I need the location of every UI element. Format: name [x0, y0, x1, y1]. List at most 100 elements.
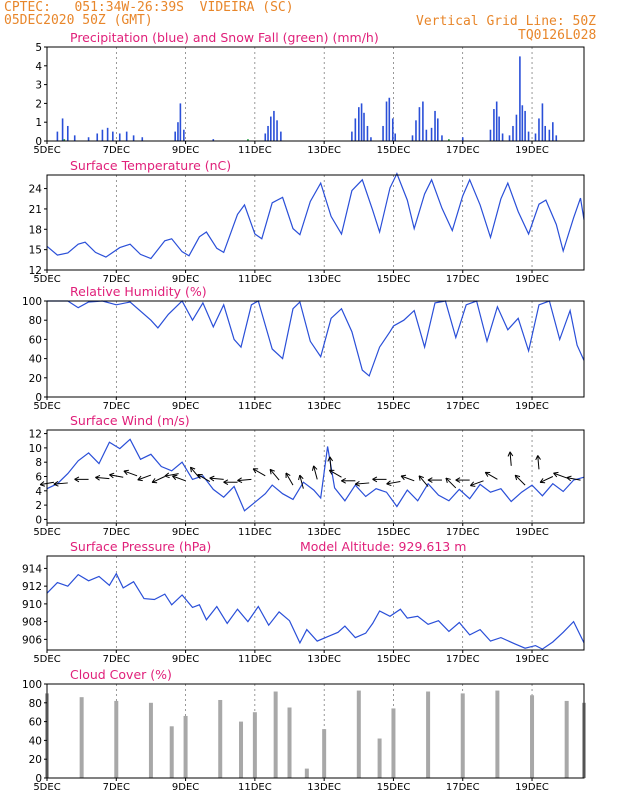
x-tick-label: 7DEC — [103, 654, 130, 665]
wind-arrow — [418, 475, 429, 487]
bar-mark — [106, 127, 109, 141]
y-tick-label: 0 — [35, 773, 42, 785]
bar-mark — [530, 695, 535, 778]
bar-mark — [264, 133, 267, 141]
x-tick-label: 5DEC — [33, 782, 60, 793]
y-tick-label: 10 — [29, 443, 42, 455]
bar-mark — [287, 707, 292, 778]
bar-mark — [448, 139, 450, 141]
bar-mark — [489, 129, 492, 141]
wind-arrow — [252, 468, 266, 477]
bar-mark — [498, 116, 500, 141]
bar-mark — [79, 697, 84, 778]
series-line — [47, 300, 585, 377]
bar-mark — [141, 137, 144, 141]
panel-title: Surface Pressure (hPa) — [70, 539, 211, 554]
bar-mark — [148, 702, 153, 778]
panel-title: Surface Wind (m/s) — [70, 413, 190, 428]
panel-0: 0 1 2 3 4 5 5DEC 7DEC 9DEC 11DEC 13DEC 15DEC 17DEC 19… — [33, 30, 585, 156]
y-tick-label: 80 — [29, 698, 42, 710]
bar-mark — [425, 129, 428, 141]
bar-mark — [179, 103, 182, 141]
bar-mark — [388, 97, 391, 141]
wind-arrow — [53, 480, 68, 487]
x-tick-label: 13DEC — [307, 401, 341, 412]
x-tick-label: 13DEC — [307, 782, 341, 793]
bar-mark — [276, 120, 278, 141]
bar-mark — [495, 101, 498, 141]
wind-arrow — [372, 476, 387, 483]
x-tick-label: 13DEC — [307, 274, 341, 285]
x-tick-label: 13DEC — [307, 527, 341, 538]
bar-mark — [461, 137, 464, 141]
bar-mark — [174, 131, 176, 141]
y-tick-label: 40 — [29, 354, 42, 366]
y-tick-label: 3 — [35, 80, 42, 92]
x-tick-label: 19DEC — [515, 401, 549, 412]
bar-mark — [61, 118, 64, 141]
bar-mark — [183, 715, 188, 778]
bar-mark — [360, 103, 363, 141]
x-tick-label: 17DEC — [446, 654, 480, 665]
bar-mark — [56, 131, 59, 141]
bar-mark — [391, 118, 394, 141]
wind-arrow — [109, 472, 124, 479]
bar-mark — [247, 139, 249, 141]
wind-arrow — [311, 465, 318, 480]
bar-mark — [508, 135, 511, 141]
bar-mark — [382, 125, 384, 141]
bar-mark — [426, 691, 431, 778]
x-tick-label: 17DEC — [446, 782, 480, 793]
wind-arrow — [237, 477, 252, 484]
bar-mark — [538, 118, 540, 141]
bar-mark — [354, 118, 357, 141]
wind-arrow — [539, 476, 554, 484]
x-tick-label: 11DEC — [238, 527, 272, 538]
y-tick-label: 4 — [35, 61, 42, 73]
bar-mark — [183, 129, 185, 141]
wind-arrow — [223, 479, 238, 486]
bar-mark — [118, 133, 121, 141]
wind-arrow — [507, 451, 514, 466]
y-tick-label: 100 — [22, 679, 42, 691]
bar-mark — [544, 125, 546, 141]
bar-mark — [436, 118, 439, 141]
bar-mark — [169, 726, 174, 778]
wind-arrow — [327, 456, 334, 471]
x-tick-label: 19DEC — [515, 527, 549, 538]
x-tick-label: 17DEC — [446, 401, 480, 412]
wind-arrow — [341, 477, 356, 484]
header-run-id: TQ0126L028 — [518, 28, 597, 43]
y-tick-label: 12 — [29, 429, 42, 441]
panel-1: 12 15 18 21 24 5DEC 7DEC 9DEC 11DEC 13DEC 15DEC 17D… — [29, 158, 585, 285]
wind-arrow — [189, 466, 200, 479]
wind-arrow — [209, 475, 224, 482]
x-tick-label: 5DEC — [33, 274, 60, 285]
bar-mark — [351, 131, 353, 141]
y-tick-label: 0 — [35, 514, 42, 526]
y-tick-label: 912 — [22, 581, 42, 593]
x-tick-label: 13DEC — [307, 145, 341, 156]
wind-arrow — [328, 469, 342, 478]
x-tick-label: 5DEC — [33, 145, 60, 156]
panel-frame — [46, 300, 585, 398]
bar-mark — [434, 110, 436, 141]
bar-mark — [370, 137, 372, 141]
bar-mark — [521, 105, 524, 141]
panel-frame — [46, 429, 585, 524]
bar-mark — [430, 127, 433, 141]
bar-mark — [493, 109, 495, 141]
bar-mark — [239, 721, 244, 778]
y-tick-label: 0 — [35, 392, 42, 404]
series-line — [46, 172, 585, 260]
panel-2: 0 20 40 60 80 100 5DEC 7DEC 9DEC 11DEC 13DEC 15DEC 1… — [22, 284, 585, 412]
bar-mark — [322, 729, 327, 778]
y-tick-label: 15 — [29, 245, 42, 257]
wind-arrow — [269, 468, 280, 481]
y-tick-label: 914 — [22, 563, 42, 575]
bar-mark — [66, 125, 69, 141]
wind-arrow — [298, 474, 304, 489]
bar-mark — [411, 135, 414, 141]
bar-mark — [385, 101, 388, 141]
